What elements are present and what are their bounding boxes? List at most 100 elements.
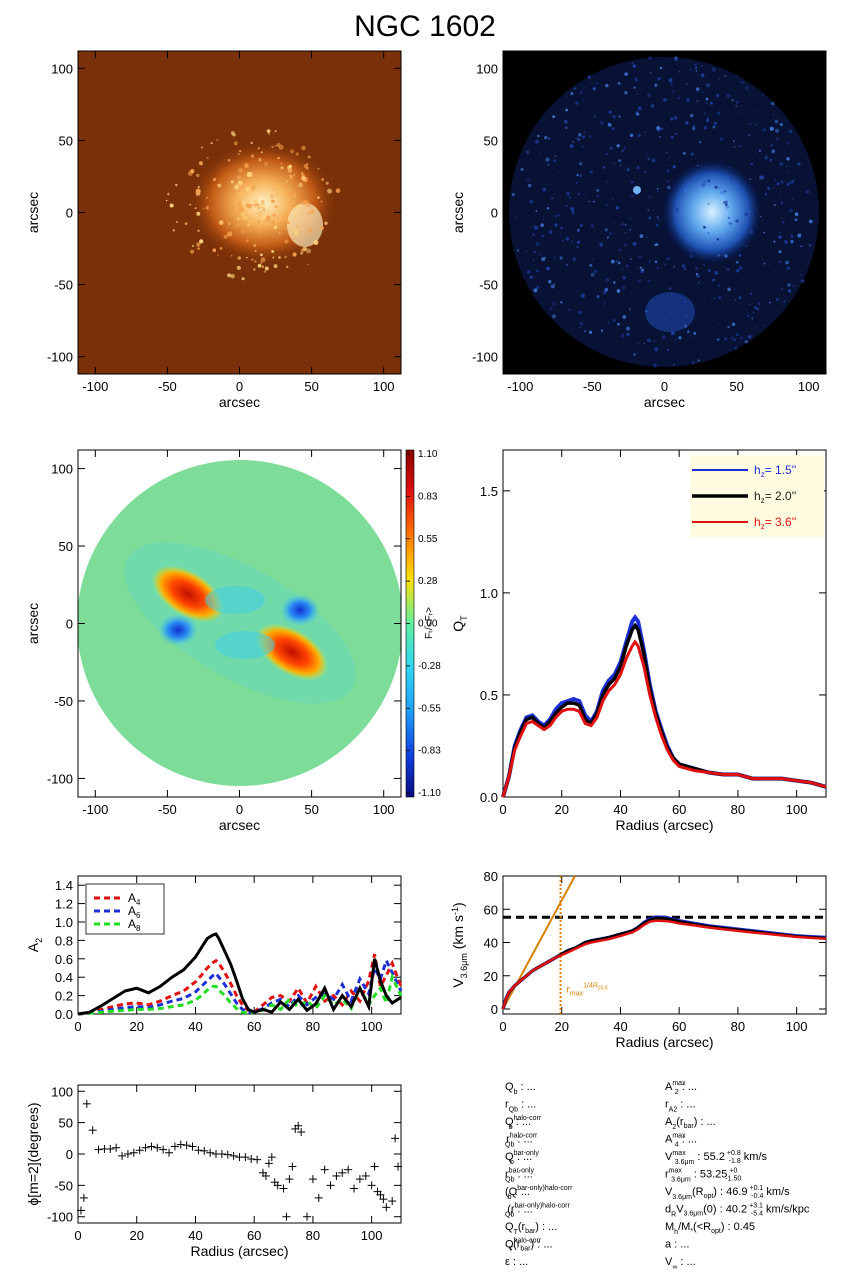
blue-speckle <box>651 104 655 108</box>
orange-speckle <box>274 130 277 133</box>
blue-speckle <box>775 128 779 133</box>
panel-orange-image <box>77 50 402 375</box>
blue-speckle <box>559 170 561 173</box>
orange-speckle <box>293 204 297 207</box>
blue-speckle <box>621 149 624 152</box>
orange-speckle <box>248 221 251 224</box>
orange-speckle <box>169 203 174 208</box>
blue-speckle <box>605 204 608 206</box>
blue-speckle <box>539 152 542 154</box>
blue-speckle <box>697 164 699 167</box>
orange-speckle <box>303 164 308 169</box>
image-orange-ytick-label: -50 <box>54 278 73 293</box>
blue-speckle <box>687 330 690 334</box>
image-blue-ytick-label: 50 <box>484 133 498 148</box>
phase-point <box>297 1128 306 1137</box>
blue-speckle <box>667 164 670 167</box>
orange-speckle <box>205 206 209 210</box>
blue-speckle <box>782 221 785 224</box>
blue-speckle <box>559 256 563 260</box>
fourier-amplitudes-ytick-label: 0.2 <box>55 989 73 1004</box>
blue-speckle <box>577 193 580 196</box>
blue-speckle <box>788 129 793 134</box>
blue-speckle <box>647 93 651 98</box>
blue-speckle <box>754 325 756 328</box>
blue-speckle <box>710 300 713 302</box>
blue-speckle <box>735 260 739 264</box>
blue-speckle <box>537 134 540 138</box>
orange-speckle <box>287 168 293 173</box>
blue-speckle <box>606 278 610 282</box>
blue-speckle <box>526 178 530 182</box>
blue-speckle <box>792 198 794 200</box>
blue-speckle <box>535 139 539 144</box>
orange-speckle <box>167 192 170 196</box>
blue-speckle <box>593 87 595 90</box>
blue-speckle <box>643 170 647 174</box>
orange-speckle <box>199 239 204 244</box>
blue-speckle <box>511 193 515 197</box>
orange-speckle <box>236 211 240 215</box>
param-left-3: rhalo-corr Qb : ... <box>505 1133 538 1149</box>
orange-speckle <box>274 144 277 147</box>
phase-point <box>153 1143 162 1152</box>
blue-speckle <box>778 192 780 195</box>
image-blue-axes: -100 -50 0 50 100 100 50 0 -50 -100 arcsec arcsec <box>450 51 826 410</box>
phase-point <box>376 1190 385 1199</box>
orange-speckle <box>264 218 270 224</box>
blue-speckle <box>683 267 687 271</box>
blue-speckle <box>773 204 776 207</box>
orange-speckle <box>246 239 249 242</box>
force-map-negative-lobe-w <box>158 614 198 646</box>
phase-point <box>282 1212 291 1221</box>
colorbar-tick-label: -1.10 <box>418 788 441 799</box>
orange-speckle <box>285 213 289 217</box>
blue-speckle <box>695 266 698 270</box>
blue-speckle <box>778 260 781 263</box>
colorbar-ticks: 1.10 0.83 0.55 0.28 0.00 -0.28 -0.55 -0.83 -1.10… <box>406 449 441 799</box>
blue-speckle <box>663 263 666 266</box>
blue-speckle <box>602 166 606 169</box>
blue-speckle <box>787 170 790 173</box>
blue-speckle <box>552 302 556 306</box>
phase-point <box>141 1143 150 1152</box>
phase-profile-xlabel: Radius (arcsec) <box>190 1243 288 1259</box>
blue-speckle <box>569 196 572 199</box>
blue-speckle <box>576 240 581 244</box>
orange-speckle <box>210 142 213 145</box>
orange-speckle <box>206 196 208 199</box>
orange-speckle <box>197 186 200 189</box>
image-orange-xtick-label: -100 <box>82 379 108 394</box>
blue-speckle <box>575 181 578 184</box>
orange-speckle <box>272 214 274 217</box>
blue-speckle <box>784 240 788 244</box>
orange-speckle <box>278 232 281 234</box>
blue-speckle <box>576 245 579 249</box>
blue-speckle <box>771 149 775 153</box>
orange-speckle <box>239 149 242 153</box>
orange-speckle <box>237 180 243 186</box>
blue-speckle <box>800 273 803 276</box>
blue-speckle <box>658 219 661 221</box>
phase-point <box>170 1142 179 1151</box>
force-map-negative-lobe-e <box>280 594 320 626</box>
blue-speckle <box>553 255 556 258</box>
blue-speckle <box>809 219 813 224</box>
blue-speckle <box>590 224 594 228</box>
orange-speckle <box>265 209 268 212</box>
phase-profile-ytick-label: -50 <box>54 1178 73 1193</box>
force-map-axes: -100 -50 0 50 100 100 50 0 -50 -100 arcsec arcsec <box>25 450 401 833</box>
fourier-series-a4 <box>77 953 403 1016</box>
blue-speckle <box>706 118 710 122</box>
blue-speckle <box>714 185 718 189</box>
blue-speckle <box>633 353 636 356</box>
blue-speckle <box>669 310 674 315</box>
param-right-1: rA2 : ... <box>665 1099 696 1114</box>
blue-speckle <box>647 279 650 282</box>
blue-speckle <box>768 301 771 304</box>
blue-speckle <box>714 270 719 275</box>
blue-speckle <box>764 155 768 160</box>
image-blue-ytick-label: -100 <box>472 350 498 365</box>
blue-speckle <box>651 158 656 163</box>
blue-speckle <box>787 289 792 293</box>
